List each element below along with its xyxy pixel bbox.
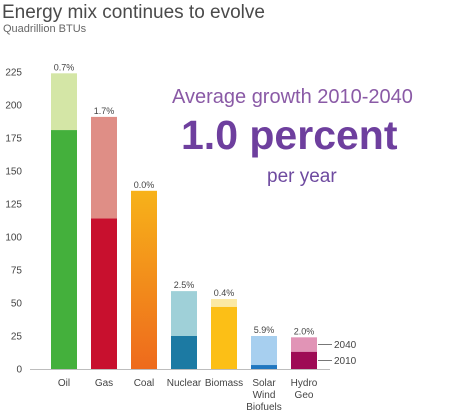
category-label: Biofuels <box>246 402 282 413</box>
y-tick-label: 25 <box>11 332 23 343</box>
category-label: Hydro <box>291 378 318 389</box>
bar-2040-increment <box>291 337 317 352</box>
category-label: Geo <box>295 390 314 401</box>
y-tick-label: 175 <box>5 134 22 145</box>
growth-label: 0.0% <box>134 180 155 190</box>
bar-2010 <box>251 365 277 369</box>
y-tick-label: 125 <box>5 200 22 211</box>
bar-2010 <box>211 306 237 369</box>
category-label: Biomass <box>205 378 243 389</box>
category-label: Oil <box>58 378 70 389</box>
bar-2010 <box>91 218 117 369</box>
bar-2010 <box>171 336 197 369</box>
y-tick-label: 225 <box>5 68 22 79</box>
bar-2010 <box>131 190 157 369</box>
y-tick-label: 50 <box>11 299 23 310</box>
bar-2010 <box>51 130 77 369</box>
headline-growth-percent: 1.0 percent <box>181 112 398 158</box>
y-tick-label: 200 <box>5 101 22 112</box>
growth-label: 0.4% <box>214 288 235 298</box>
legend-label-2010: 2010 <box>334 356 357 367</box>
growth-label: 5.9% <box>254 325 275 335</box>
growth-label: 2.0% <box>294 326 315 336</box>
y-tick-label: 0 <box>16 365 22 376</box>
chart-subtitle: Quadrillion BTUs <box>3 23 87 35</box>
bar-2040-increment <box>251 336 277 366</box>
growth-label: 0.7% <box>54 62 75 72</box>
growth-label: 1.7% <box>94 106 115 116</box>
headline-per-year: per year <box>267 166 337 187</box>
bar-2040-increment <box>211 299 237 307</box>
category-label: Wind <box>253 390 276 401</box>
category-label: Nuclear <box>167 378 202 389</box>
headline-average-growth: Average growth 2010-2040 <box>172 86 413 108</box>
chart-title: Energy mix continues to evolve <box>2 2 265 23</box>
bar-2040-increment <box>171 291 197 336</box>
category-label: Gas <box>95 378 113 389</box>
bar-2040-increment <box>51 73 77 131</box>
growth-label: 2.5% <box>174 280 195 290</box>
bar-2010 <box>291 351 317 369</box>
legend-label-2040: 2040 <box>334 340 357 351</box>
category-label: Coal <box>134 378 155 389</box>
y-tick-label: 75 <box>11 266 23 277</box>
y-tick-label: 100 <box>5 233 22 244</box>
category-label: Solar <box>252 378 276 389</box>
bar-2040-increment <box>91 116 117 219</box>
y-tick-label: 150 <box>5 167 22 178</box>
